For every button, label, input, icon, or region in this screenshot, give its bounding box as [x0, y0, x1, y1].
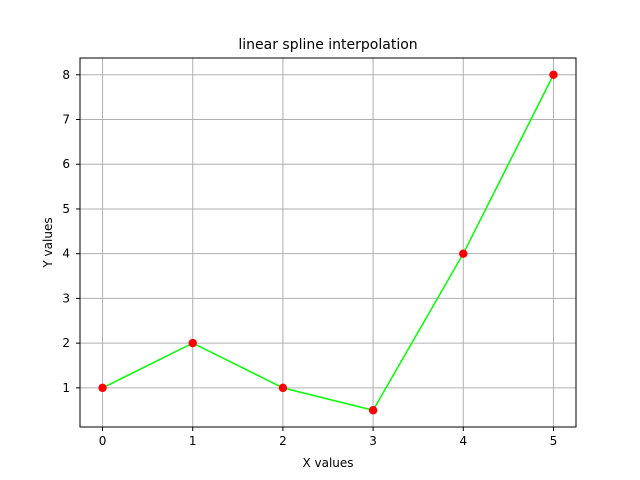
series-line-layer — [101, 73, 555, 411]
y-tick-label: 7 — [62, 113, 70, 127]
x-axis-label: X values — [302, 456, 353, 470]
y-tick-label: 5 — [62, 202, 70, 216]
grid — [80, 58, 576, 427]
y-axis-ticks: 1 2 3 4 5 6 7 8 — [62, 68, 80, 395]
x-tick-label: 0 — [99, 434, 107, 448]
y-tick-label: 4 — [62, 247, 70, 261]
data-point — [459, 249, 468, 258]
y-tick-label: 8 — [62, 68, 70, 82]
y-tick-label: 1 — [62, 381, 70, 395]
y-tick-label: 6 — [62, 157, 70, 171]
plot-frame — [79, 57, 577, 428]
x-axis-ticks: 0 1 2 3 4 5 — [99, 427, 558, 448]
y-axis-label: Y values — [41, 217, 55, 268]
data-point — [188, 338, 197, 348]
x-tick-label: 1 — [189, 434, 197, 448]
series-line — [101, 73, 555, 411]
series-points-layer — [98, 70, 558, 415]
x-tick-label: 2 — [279, 434, 287, 448]
data-point — [549, 70, 558, 79]
y-tick-label: 3 — [62, 291, 70, 305]
x-tick-label: 4 — [459, 434, 467, 448]
y-tick-label: 2 — [62, 336, 70, 350]
data-point — [368, 406, 378, 415]
chart-title: linear spline interpolation — [238, 37, 417, 53]
data-point — [278, 383, 288, 393]
x-tick-label: 3 — [369, 434, 377, 448]
x-tick-label: 5 — [550, 434, 558, 448]
data-point — [98, 383, 107, 393]
